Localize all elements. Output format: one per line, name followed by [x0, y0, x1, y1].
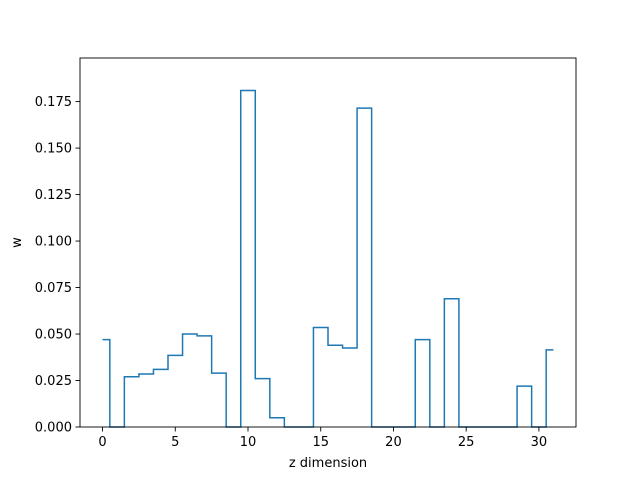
- y-tick-label: 0.050: [35, 328, 72, 343]
- x-tick-label: 10: [240, 435, 257, 450]
- plot-area: [80, 58, 576, 427]
- y-tick-label: 0.000: [35, 421, 72, 436]
- axes-background: [80, 58, 576, 427]
- axes-spines: [79, 57, 577, 428]
- y-tick-label: 0.125: [35, 188, 72, 203]
- y-tick-label: 0.025: [35, 374, 72, 389]
- y-tick-label: 0.150: [35, 142, 72, 157]
- y-axis-label: w: [10, 237, 25, 248]
- x-tick-label: 0: [98, 435, 106, 450]
- y-tick-label: 0.175: [35, 95, 72, 110]
- axes-frame: [79, 57, 577, 428]
- x-tick-label: 25: [458, 435, 475, 450]
- y-tick-label: 0.075: [35, 281, 72, 296]
- x-tick-label: 20: [385, 435, 402, 450]
- x-tick-label: 30: [531, 435, 548, 450]
- y-axis-ticks: 0.000 0.025 0.050 0.075 0.100 0.125 0.150 0.175: [35, 95, 80, 436]
- x-axis-ticks: 0 5 10 15 20 25 30: [98, 427, 547, 450]
- x-tick-label: 5: [171, 435, 179, 450]
- y-tick-label: 0.100: [35, 235, 72, 250]
- x-axis-label: z dimension: [289, 456, 367, 471]
- x-tick-label: 15: [312, 435, 329, 450]
